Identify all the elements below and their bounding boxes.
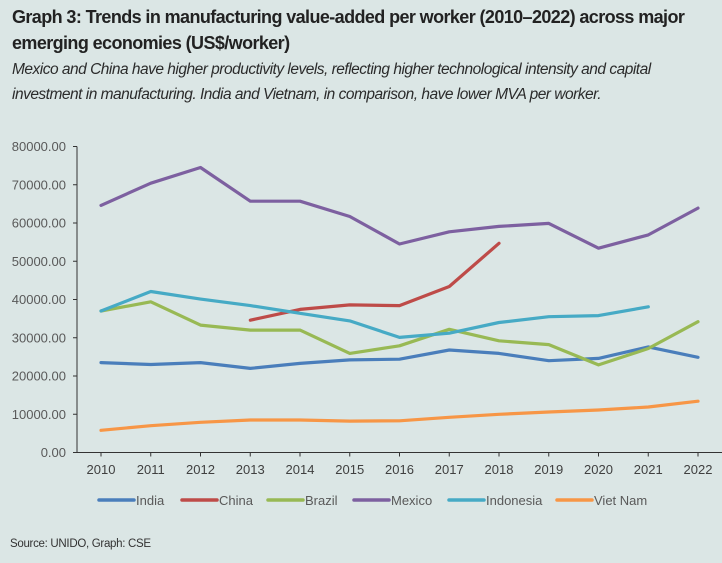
x-tick-label: 2022 xyxy=(684,462,713,477)
series-line-india xyxy=(99,345,700,370)
chart-title: Graph 3: Trends in manufacturing value-a… xyxy=(12,7,685,53)
y-tick-label: 20000.00 xyxy=(12,369,66,384)
legend-item-mexico: Mexico xyxy=(352,493,432,508)
legend-item-indonesia: Indonesia xyxy=(447,493,543,508)
x-tick-label: 2015 xyxy=(335,462,364,477)
series-line-brazil xyxy=(99,300,700,367)
source-note: Source: UNIDO, Graph: CSE xyxy=(10,538,151,550)
x-tick-label: 2013 xyxy=(236,462,265,477)
y-tick-label: 10000.00 xyxy=(12,407,66,422)
legend-item-india: India xyxy=(97,493,165,508)
axes: 0.00 10000.00 20000.00 30000.00 40000.00 5000… xyxy=(12,139,722,477)
legend-label: Indonesia xyxy=(486,493,543,508)
x-tick-label: 2016 xyxy=(385,462,414,477)
y-tick-label: 40000.00 xyxy=(12,292,66,307)
legend-label: India xyxy=(136,493,165,508)
legend-label: China xyxy=(219,493,254,508)
legend-item-china: China xyxy=(180,493,254,508)
series-lines xyxy=(99,165,700,432)
x-tick-label: 2014 xyxy=(286,462,315,477)
x-tick-label: 2020 xyxy=(584,462,613,477)
y-tick-label: 80000.00 xyxy=(12,139,66,154)
legend-label: Brazil xyxy=(305,493,338,508)
series-line-indonesia xyxy=(99,289,650,339)
x-tick-label: 2012 xyxy=(186,462,215,477)
chart-subtitle: Mexico and China have higher productivit… xyxy=(12,61,651,103)
legend-item-brazil: Brazil xyxy=(266,493,338,508)
series-line-viet-nam xyxy=(99,399,700,432)
y-tick-label: 50000.00 xyxy=(12,254,66,269)
legend-label: Viet Nam xyxy=(594,493,647,508)
series-line-mexico xyxy=(99,165,700,250)
x-tick-label: 2010 xyxy=(87,462,116,477)
x-tick-label: 2019 xyxy=(534,462,563,477)
y-tick-label: 60000.00 xyxy=(12,216,66,231)
x-tick-label: 2011 xyxy=(137,462,165,477)
legend: India China Brazil Mexico Indonesia Viet Nam xyxy=(97,493,647,508)
y-tick-label: 70000.00 xyxy=(12,177,66,192)
series-line-china xyxy=(248,241,501,322)
legend-item-viet-nam: Viet Nam xyxy=(555,493,647,508)
x-tick-label: 2021 xyxy=(634,462,663,477)
y-tick-label: 0.00 xyxy=(41,445,66,460)
x-tick-label: 2017 xyxy=(435,462,464,477)
legend-label: Mexico xyxy=(391,493,432,508)
x-tick-label: 2018 xyxy=(485,462,514,477)
y-tick-label: 30000.00 xyxy=(12,330,66,345)
